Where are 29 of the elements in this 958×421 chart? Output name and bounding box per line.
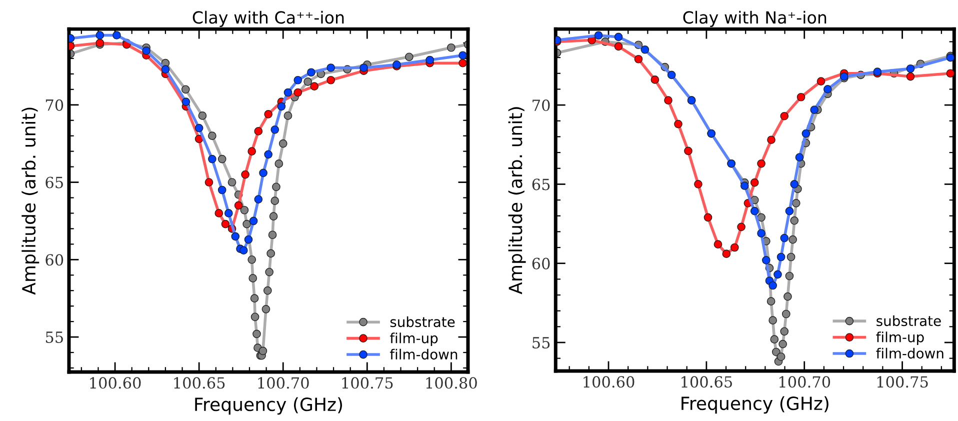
x-tick-label: 100.60 (90, 377, 141, 389)
legend-label: substrate (390, 316, 455, 328)
x-tick-label: 100.75 (342, 377, 393, 389)
legend-label: film-down (876, 348, 944, 359)
legend-label: film-up (876, 332, 924, 346)
legend-label: film-up (390, 332, 438, 346)
legend-label: film-down (390, 348, 458, 360)
y-tick-label: 65 (532, 178, 550, 190)
x-tick-label: 100.80 (426, 377, 477, 389)
x-tick-label: 100.65 (682, 376, 732, 388)
legend-label: substrate (876, 315, 941, 326)
chart-title: Clay with Ca⁺⁺-ion (192, 10, 344, 27)
x-tick-label: 100.60 (584, 376, 634, 388)
y-tick-label: 55 (46, 332, 63, 344)
y-axis-title: Amplitude (arb. unit) (22, 108, 40, 295)
y-tick-label: 60 (46, 254, 64, 266)
x-tick-label: 100.65 (174, 377, 225, 389)
x-axis-title: Frequency (GHz) (195, 397, 342, 415)
y-tick-label: 55 (532, 337, 550, 349)
chart-title: Clay with Na⁺-ion (683, 10, 826, 27)
x-tick-label: 100.70 (258, 377, 309, 389)
y-tick-label: 65 (46, 176, 63, 188)
y-axis-title: Amplitude (arb. unit) (508, 107, 526, 294)
y-tick-label: 70 (46, 99, 64, 111)
x-axis-title: Frequency (GHz) (682, 396, 828, 414)
y-tick-label: 60 (532, 258, 550, 270)
x-tick-label: 100.70 (779, 376, 830, 388)
x-tick-label: 100.75 (877, 376, 928, 388)
y-tick-label: 70 (532, 100, 550, 112)
